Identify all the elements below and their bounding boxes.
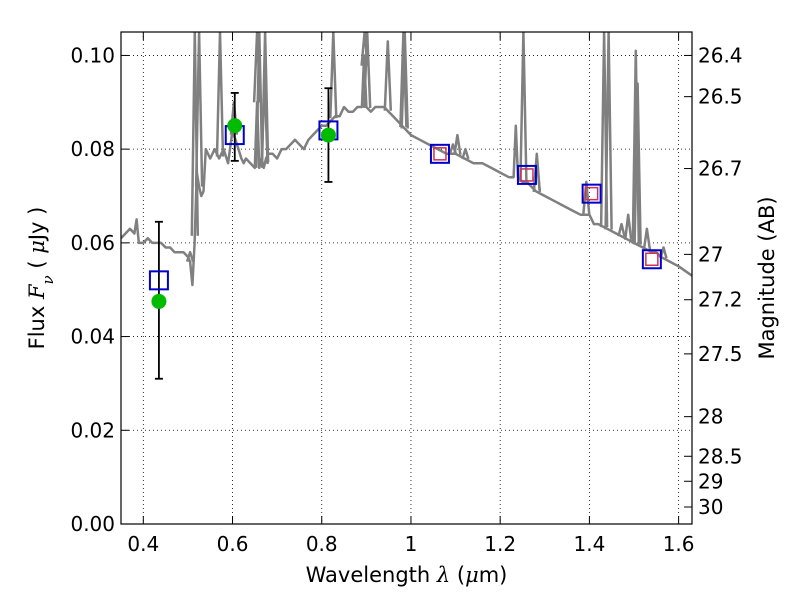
model-square: [516, 164, 537, 185]
tick-labels: 0.4 0.6 0.8 1 1.2 1.4 1.6 0.00 0.02 0.04 0.06 0.08 0…: [70, 43, 742, 556]
y-axis-title: Flux Fν ( μJy ): [25, 207, 57, 350]
x-tick-label: 1.2: [484, 532, 516, 556]
x-axis-title-part: m): [479, 563, 508, 587]
x-tick-label: 1.4: [573, 532, 605, 556]
y-tick-label: 0.04: [70, 325, 115, 349]
y2-tick-label: 30: [698, 495, 723, 519]
emission-line: [633, 82, 642, 245]
model-square: [641, 249, 662, 270]
emission-line: [582, 180, 591, 215]
y-axis-title-part: Flux: [25, 299, 49, 349]
x-axis-title: Wavelength λ (μm): [306, 563, 508, 587]
right-axis-title: Magnitude (AB): [755, 196, 779, 359]
emission-line: [461, 147, 470, 160]
emission-line: [255, 32, 264, 168]
plot-frame: [120, 31, 693, 525]
y2-tick-label: 28.5: [698, 444, 743, 468]
y-axis-title-mu: μ: [25, 240, 49, 254]
y-tick-label: 0.08: [70, 137, 115, 161]
x-axis-title-lambda: λ: [436, 563, 450, 587]
sed-spectrum: [121, 32, 692, 287]
y-tick-label: 0.10: [70, 43, 115, 67]
emission-line: [260, 32, 270, 163]
y-axis-title-f: F: [25, 283, 49, 300]
emission-line: [329, 32, 338, 119]
emission-line: [194, 32, 204, 187]
y-tick-label: 0.06: [70, 231, 115, 255]
y2-tick-label: 27.5: [698, 342, 743, 366]
emission-line: [642, 227, 652, 250]
photometry-points: [148, 87, 662, 380]
model-inner-square: [645, 252, 659, 267]
x-axis-title-mu: μ: [465, 563, 479, 587]
model-square: [581, 183, 602, 204]
emission-line: [623, 213, 633, 240]
y2-tick-label: 26.4: [698, 43, 743, 67]
emission-line: [453, 133, 462, 155]
model-square: [429, 143, 450, 164]
model-inner-square: [433, 147, 447, 161]
y-axis-title-nu: ν: [39, 275, 57, 284]
x-axis-title-part: (: [450, 563, 465, 587]
y-axis-title-part: Jy ): [25, 207, 49, 243]
y-tick-label: 0.00: [70, 512, 115, 536]
emission-line: [604, 32, 613, 230]
emission-line: [617, 222, 626, 237]
emission-line: [519, 32, 528, 182]
observed-point: [151, 293, 167, 309]
emission-line: [185, 250, 195, 262]
y2-tick-label: 27: [698, 242, 723, 266]
x-axis-title-part: Wavelength: [306, 563, 437, 587]
emission-line: [400, 32, 409, 129]
y-tick-label: 0.02: [70, 418, 115, 442]
y2-tick-label: 26.7: [698, 157, 743, 181]
axis-ticks: [121, 32, 692, 525]
emission-line: [532, 157, 542, 192]
y2-tick-label: 27.2: [698, 288, 743, 312]
x-tick-label: 0.6: [217, 532, 249, 556]
y2-tick-label: 29: [698, 469, 723, 493]
model-inner-square: [520, 168, 534, 182]
emission-line: [383, 40, 393, 111]
x-tick-label: 1: [405, 532, 418, 556]
emission-line: [631, 49, 641, 244]
x-tick-label: 0.4: [127, 532, 159, 556]
model-inner-square: [584, 186, 599, 201]
x-tick-label: 0.8: [306, 532, 338, 556]
x-tick-label: 1.6: [663, 532, 695, 556]
emission-line: [362, 32, 372, 108]
model-square: [148, 270, 169, 291]
observed-point: [227, 118, 243, 134]
observed-point: [320, 127, 336, 143]
emission-line: [399, 32, 408, 128]
y2-tick-label: 28: [698, 405, 723, 429]
y2-tick-label: 26.5: [698, 85, 743, 109]
y-axis-title-part: (: [25, 254, 49, 276]
emission-line: [215, 32, 225, 157]
